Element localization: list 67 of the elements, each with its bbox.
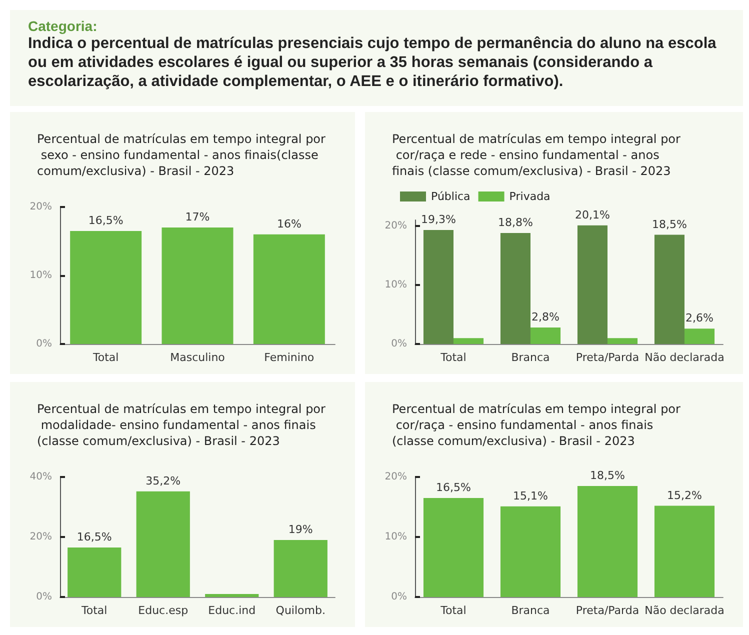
bar (68, 548, 122, 597)
bar (500, 506, 561, 597)
chart-title: Percentual de matrículas em tempo integral por cor/raça - ensino fundamental - anos finais (classe comum/exclusiva) - Brasil - 2023 (392, 402, 681, 448)
x-tick-label: Preta/Parda (576, 604, 640, 617)
x-tick-label: Total (440, 604, 466, 617)
data-label: 2,6% (686, 312, 714, 325)
x-tick-label: Total (440, 351, 466, 364)
x-tick-label: Não declarada (644, 604, 724, 617)
x-tick-label: Branca (511, 604, 550, 617)
bar (654, 234, 684, 344)
data-label: 19% (288, 523, 313, 536)
y-tick-label: 0% (36, 338, 52, 350)
data-label: 16,5% (76, 530, 112, 544)
x-tick-label: Branca (511, 351, 550, 364)
x-tick-label: Total (80, 604, 108, 617)
data-label: 18,5% (652, 218, 687, 231)
bar (608, 338, 638, 344)
data-label: 20,1% (575, 208, 610, 222)
y-tick-label: 10% (30, 270, 52, 281)
text: Categoria: (28, 18, 98, 34)
chart-title: Percentual de matrículas em tempo integral por modalidade- ensino fundamental - anos finais (classe comum/exclusiva) - Brasil - 2023 (37, 402, 326, 448)
y-tick-label: 20% (384, 472, 407, 482)
bar (577, 225, 608, 344)
bar (500, 232, 530, 344)
x-tick-label: Quilomb. (276, 604, 326, 617)
data-label: 35,2% (146, 474, 181, 488)
data-label: 19,3% (421, 213, 456, 226)
bar (577, 486, 638, 597)
y-tick-label: 0% (391, 592, 407, 602)
x-tick-label: Feminino (264, 351, 314, 364)
bar (274, 540, 328, 597)
legend-label: Privada (509, 190, 550, 203)
y-tick-label: 20% (30, 532, 52, 542)
chart-title: Percentual de matrículas em tempo integral por sexo - ensino fundamental - anos finais(classe comum/exclusiva) - Brasil - 2023 (37, 132, 326, 178)
data-label: 16,5% (88, 214, 124, 227)
bar (423, 498, 484, 597)
bar (530, 327, 561, 344)
y-tick-label: 0% (36, 592, 52, 602)
y-tick-label: 0% (391, 338, 407, 350)
data-label: 16,5% (436, 481, 471, 494)
text: Indica o percentual de matrículas presenciais cujo tempo de permanência do aluno na escola ou em atividades escolares é igual ou superior a 35 horas semanais (considerando a escolarização, a atividade complementar, o AEE e o itinerário formativo). (28, 34, 718, 91)
y-tick-label: 20% (384, 220, 407, 232)
x-tick-label: Educ.esp (138, 604, 188, 617)
bar (454, 338, 484, 344)
data-label: 16% (276, 217, 302, 230)
x-tick-label: Não declarada (644, 351, 724, 364)
data-label: 2,8% (532, 310, 560, 324)
y-tick-label: 10% (384, 532, 407, 542)
y-tick-label: 20% (30, 202, 52, 212)
data-label: 15,1% (513, 489, 548, 502)
y-tick-label: 10% (384, 279, 407, 290)
x-tick-label: Total (92, 351, 119, 364)
bar (654, 506, 715, 597)
data-label: 18,5% (590, 469, 625, 482)
x-tick-label: Masculino (170, 351, 226, 364)
bar (423, 230, 454, 344)
bar (136, 491, 190, 597)
y-tick-label: 40% (30, 472, 52, 482)
x-tick-label: Educ.ind (208, 604, 256, 617)
data-label: 17% (185, 210, 210, 224)
bar (205, 594, 259, 597)
x-tick-label: Preta/Parda (576, 351, 640, 364)
data-label: 18,8% (498, 216, 533, 229)
legend-label: Pública (431, 190, 470, 203)
chart-title: Percentual de matrículas em tempo integral por cor/raça e rede - ensino fundamental - anos finais (classe comum/exclusiva) - Brasil - 2023 (392, 132, 681, 178)
data-label: 15,2% (667, 488, 702, 502)
bar (684, 328, 715, 344)
